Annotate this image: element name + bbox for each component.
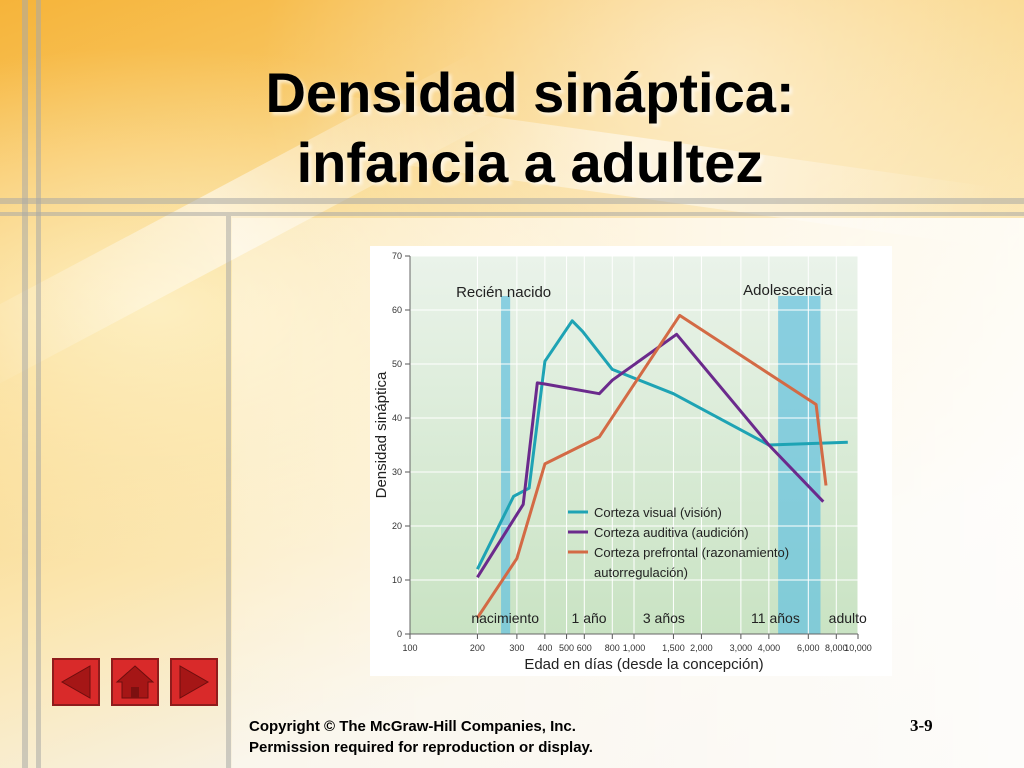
- milestone-label: 1 año: [572, 610, 607, 626]
- x-tick-label: 2,000: [690, 643, 713, 653]
- x-tick-label: 8,000: [825, 643, 848, 653]
- home-button[interactable]: [111, 658, 159, 706]
- x-tick-label: 600: [577, 643, 592, 653]
- shaded-region: [501, 296, 511, 634]
- legend-label: Corteza auditiva (audición): [594, 525, 749, 540]
- legend-label-line: autorregulación): [594, 565, 688, 580]
- x-tick-label: 1,000: [623, 643, 646, 653]
- x-axis-title: Edad en días (desde la concepción): [524, 656, 763, 673]
- region-label: Recién nacido: [456, 284, 551, 301]
- slide-title: Densidad sináptica: infancia a adultez: [130, 58, 930, 198]
- prev-slide-button[interactable]: [52, 658, 100, 706]
- milestone-label: adulto: [829, 610, 867, 626]
- arrow-right-icon: [179, 665, 210, 699]
- x-tick-label: 800: [605, 643, 620, 653]
- y-tick-label: 60: [392, 305, 402, 315]
- decor-horizontal-bar: [0, 212, 1024, 216]
- home-icon: [115, 665, 155, 699]
- legend-label-line: Corteza prefrontal (razonamiento): [594, 545, 789, 560]
- milestone-label: 3 años: [643, 610, 685, 626]
- chart-svg: 0 10 20 30 40 50 60 70 100 200 300 400 500 600 800 1,00…: [373, 251, 872, 673]
- region-label: Adolescencia: [743, 282, 833, 299]
- y-tick-label: 20: [392, 521, 402, 531]
- y-tick-label: 30: [392, 467, 402, 477]
- decor-horizontal-bar: [0, 198, 1024, 204]
- copyright-notice: Copyright © The McGraw-Hill Companies, I…: [249, 716, 593, 758]
- next-slide-button[interactable]: [170, 658, 218, 706]
- x-tick-label: 6,000: [797, 643, 820, 653]
- y-tick-label: 0: [397, 629, 402, 639]
- y-tick-label: 10: [392, 575, 402, 585]
- milestone-label: 11 años: [751, 610, 800, 626]
- series-line: [476, 313, 828, 619]
- title-line-1: Densidad sináptica:: [265, 61, 795, 124]
- x-tick-label: 10,000: [844, 643, 872, 653]
- decor-vertical-bar: [226, 216, 231, 768]
- permission-line: Permission required for reproduction or …: [249, 739, 593, 756]
- x-tick-label: 4,000: [758, 643, 781, 653]
- x-tick-label: 500: [559, 643, 574, 653]
- x-tick-label: 400: [537, 643, 552, 653]
- x-tick-label: 100: [402, 643, 417, 653]
- y-axis-title: Densidad sináptica: [373, 371, 390, 498]
- x-tick-label: 300: [509, 643, 524, 653]
- milestone-label: nacimiento: [471, 610, 539, 626]
- x-tick-label: 1,500: [662, 643, 685, 653]
- title-line-2: infancia a adultez: [296, 131, 764, 194]
- y-tick-label: 70: [392, 251, 402, 261]
- copyright-line: Copyright © The McGraw-Hill Companies, I…: [249, 718, 576, 735]
- decor-vertical-bar: [36, 0, 41, 768]
- slide-number: 3-9: [910, 716, 933, 735]
- legend-label: Corteza visual (visión): [594, 505, 722, 520]
- y-tick-label: 50: [392, 359, 402, 369]
- series-line: [476, 332, 825, 579]
- decor-vertical-bar: [22, 0, 28, 768]
- x-tick-label: 200: [470, 643, 485, 653]
- synaptic-density-chart: 0 10 20 30 40 50 60 70 100 200 300 400 500 600 800 1,00…: [370, 246, 892, 676]
- y-tick-label: 40: [392, 413, 402, 423]
- legend-label: Corteza prefrontal (razonamiento) autorre…: [594, 545, 789, 580]
- x-tick-label: 3,000: [730, 643, 753, 653]
- shaded-region: [778, 296, 821, 634]
- arrow-left-icon: [60, 665, 91, 699]
- series-line: [476, 319, 848, 570]
